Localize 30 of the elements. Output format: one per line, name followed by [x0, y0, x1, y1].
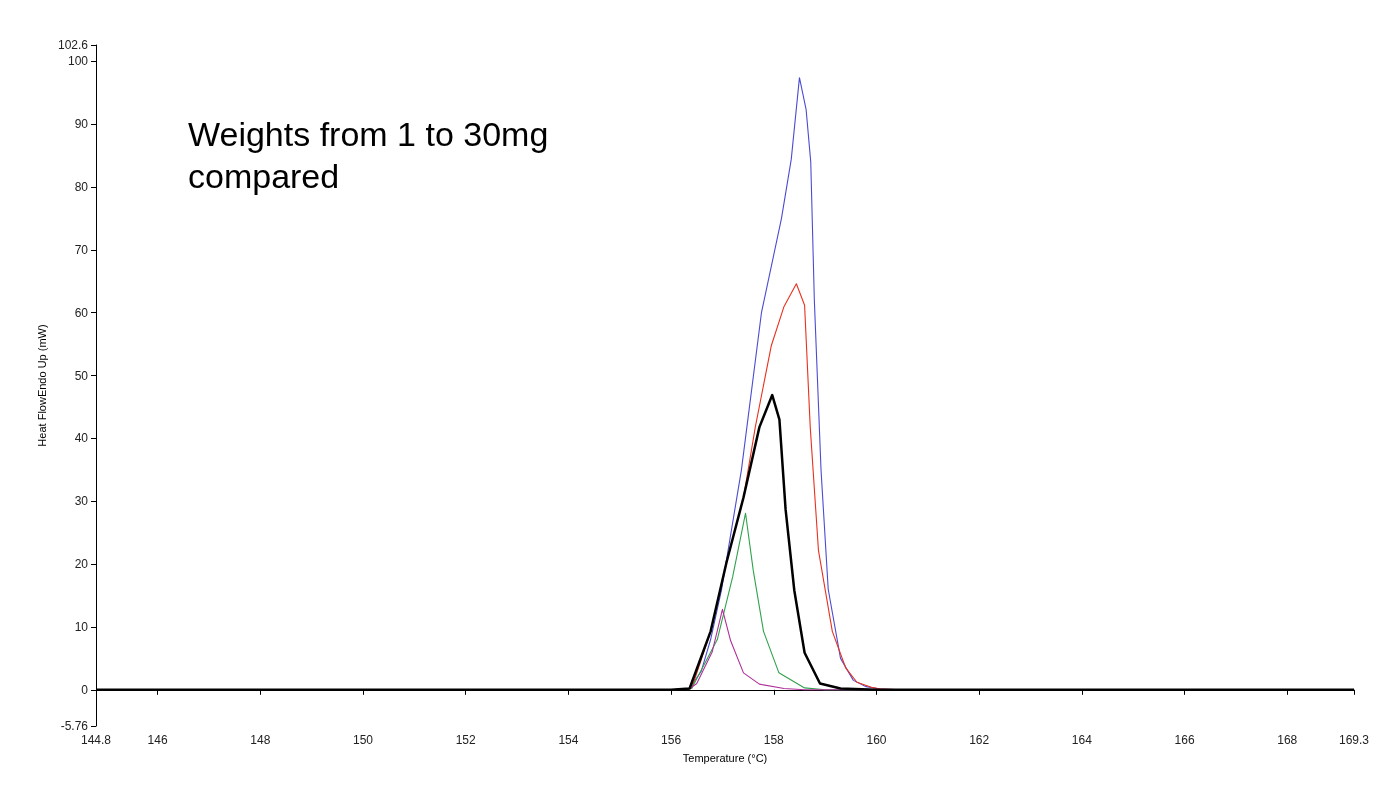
x-tick-label: 152 [455, 733, 477, 747]
y-tick-label: 50 [74, 368, 89, 383]
y-tick-label: -5.76 [60, 719, 89, 733]
x-tick-label: 146 [147, 733, 168, 747]
y-tick-label: 100 [67, 54, 89, 69]
x-tick-label: 150 [352, 733, 374, 747]
x-tick-label: 156 [661, 733, 682, 747]
x-tick-label: 148 [250, 733, 271, 747]
x-tick-label: 162 [969, 733, 990, 747]
y-tick-label: 0 [81, 682, 89, 697]
x-tick-label: 164 [1071, 733, 1093, 747]
x-tick-label: 144.8 [80, 733, 112, 747]
y-tick-label: 10 [74, 619, 89, 634]
y-tick-label: 20 [74, 557, 89, 572]
y-tick-label: 40 [74, 431, 89, 446]
y-tick-label: 60 [74, 305, 89, 320]
y-tick-label: 70 [74, 242, 89, 257]
y-tick-label: 80 [74, 180, 89, 195]
x-tick-label: 158 [763, 733, 785, 747]
y-tick-label: 102.6 [57, 38, 89, 52]
y-axis-title: Heat FlowEndo Up (mW) [35, 324, 48, 447]
y-tick-label: 30 [74, 494, 89, 509]
x-axis-title: Temperature (°C) [682, 751, 768, 764]
x-tick-label: 168 [1277, 733, 1298, 747]
x-tick-label: 154 [558, 733, 579, 747]
text: Weights from 1 to 30mg compared [188, 115, 558, 195]
x-tick-label: 166 [1174, 733, 1195, 747]
x-tick-label: 160 [866, 733, 887, 747]
y-tick-label: 90 [74, 117, 89, 132]
x-tick-label: 169.3 [1338, 733, 1370, 747]
